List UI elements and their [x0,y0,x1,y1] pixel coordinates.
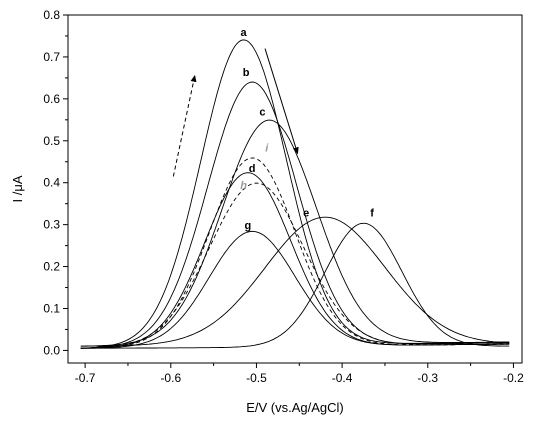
y-axis-title: I /μA [10,175,25,202]
curve-c [80,119,510,347]
x-tick-label: -0.6 [160,371,181,385]
x-tick-label: -0.7 [75,371,96,385]
curve-label-b: b [243,67,250,79]
curve-b [80,81,510,349]
curve-label-g: g [245,220,252,232]
curves-layer [80,39,510,349]
y-tick-label: 0.7 [43,50,60,64]
x-axis-title: E/V (vs.Ag/AgCl) [246,400,344,415]
curve-labels: a b c idh e f g [240,27,374,232]
curve-label-i: i [265,142,269,154]
plot-frame [67,14,523,364]
y-tick-label: 0.3 [43,218,60,232]
curve-a [80,39,510,349]
curve-g [80,230,510,349]
curve-f [80,222,510,349]
curve-label-e: e [303,207,309,219]
curve-label-h: h [240,180,247,192]
x-tick-label: -0.4 [332,371,353,385]
arrows-layer [172,48,299,177]
y-tick-label: 0.6 [43,92,60,106]
y-tick-label: 0.4 [43,176,60,190]
curve-label-c: c [259,107,265,119]
curve-label-a: a [241,27,248,39]
y-tick-label: 0.5 [43,134,60,148]
x-tick-label: -0.2 [503,371,524,385]
arrow-forward-scan [172,74,197,177]
y-tick-label: 0.2 [43,260,60,274]
y-tick-label: 0.1 [43,301,60,315]
x-tick-label: -0.5 [246,371,267,385]
y-axis-ticks: 0.0 0.1 0.2 0.3 0.4 0.5 0.6 0.7 0.8 [43,8,68,357]
curve-label-f: f [370,207,374,219]
y-tick-label: 0.8 [43,8,60,22]
curve-e [80,216,510,347]
curve-h [80,182,510,349]
y-tick-label: 0.0 [43,343,60,357]
x-axis-ticks: -0.7 -0.6 -0.5 -0.4 -0.3 -0.2 [75,363,524,385]
arrow-reverse-scan [264,48,299,155]
curve-i [80,157,510,349]
curve-label-d: d [249,163,256,175]
x-tick-label: -0.3 [417,371,438,385]
